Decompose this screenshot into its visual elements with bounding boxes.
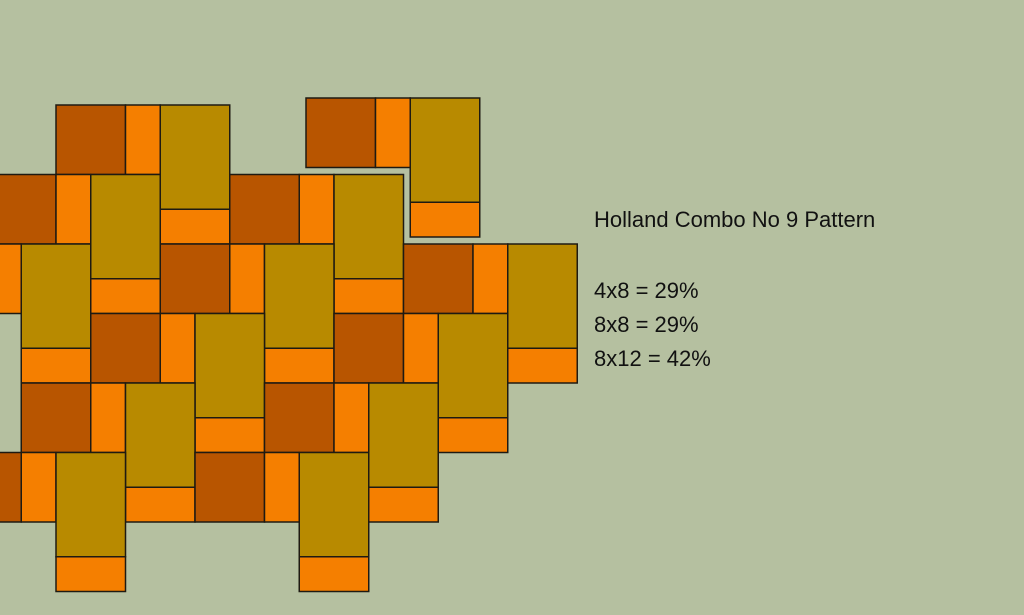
ratio-line: 8x12 = 42% [594,346,711,371]
paver-8x12 [368,382,439,488]
paver-8x12 [124,382,196,488]
paver-8x12 [20,243,92,349]
paver-4x8 [402,312,439,384]
paver-8x12 [90,173,161,280]
paver-4x8 [263,347,335,384]
paver-8x12 [409,97,481,203]
paver-4x8 [229,243,266,315]
paver-4x8 [90,382,127,454]
paver-pattern [0,97,578,593]
paver-8x8 [263,382,335,454]
paver-4x8 [20,347,92,384]
paver-8x8 [305,97,377,169]
paver-4x8 [437,417,509,454]
paver-4x8 [374,97,411,169]
paver-4x8 [298,556,370,593]
paver-8x12 [298,451,370,558]
paver-4x8 [298,173,335,245]
paver-8x8 [194,451,266,523]
paver-8x8 [20,382,92,454]
paver-4x8 [333,382,370,454]
ratio-line: 4x8 = 29% [594,278,699,303]
paver-8x12 [507,243,578,349]
paver-4x8 [507,347,578,384]
paver-8x8 [0,173,57,245]
paver-4x8 [263,451,300,523]
paver-8x8 [0,451,22,523]
paver-8x12 [263,243,335,349]
paver-8x8 [90,312,161,384]
paver-8x8 [229,173,300,245]
paver-4x8 [90,278,161,315]
paver-4x8 [55,556,127,593]
paver-4x8 [159,208,231,245]
paver-4x8 [124,104,161,176]
ratio-line: 8x8 = 29% [594,312,699,337]
paver-4x8 [20,451,57,523]
paver-8x12 [55,451,127,558]
paver-8x12 [194,312,266,419]
paver-4x8 [409,201,481,238]
paver-8x8 [55,104,127,176]
paver-4x8 [333,278,405,315]
paver-8x12 [333,173,405,280]
paver-8x12 [437,312,509,419]
paver-4x8 [472,243,509,315]
paver-4x8 [368,486,439,523]
paver-8x12 [159,104,231,210]
paver-4x8 [0,243,22,315]
paver-4x8 [159,312,196,384]
paver-8x8 [333,312,405,384]
paver-8x8 [402,243,474,315]
paver-4x8 [55,173,92,245]
paver-4x8 [124,486,196,523]
paver-8x8 [159,243,231,315]
paver-4x8 [194,417,266,454]
pattern-title: Holland Combo No 9 Pattern [594,207,875,232]
